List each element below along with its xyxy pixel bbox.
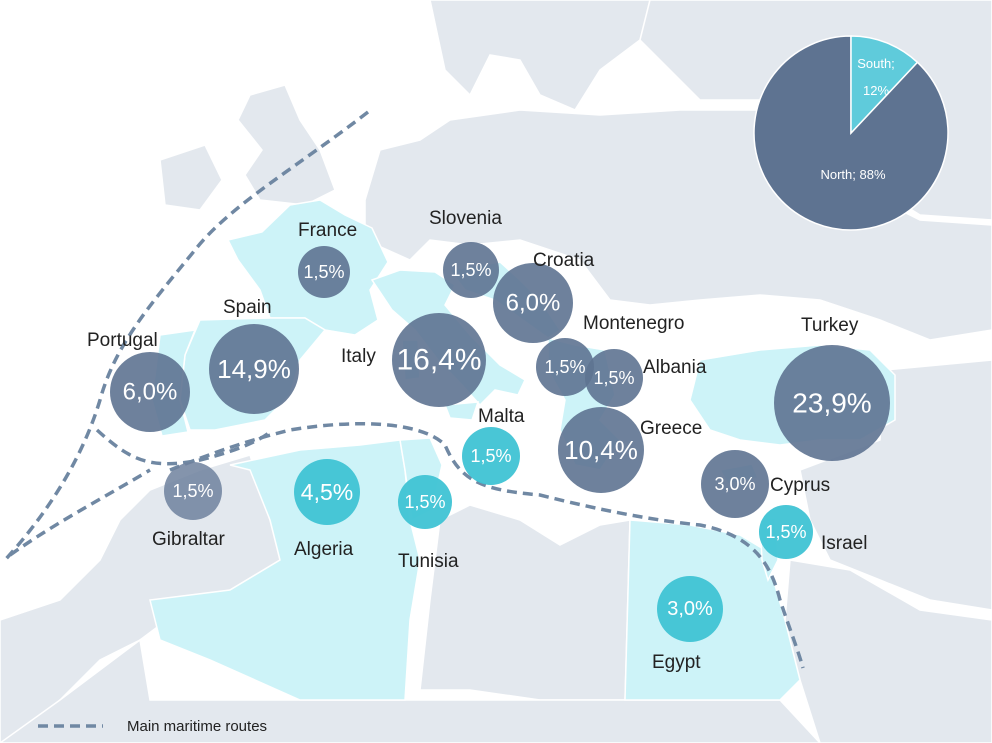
bubble-france-circle — [298, 246, 350, 298]
label-algeria: Algeria — [294, 539, 354, 560]
bubble-egypt: 3,0% — [657, 576, 723, 642]
label-italy: Italy — [341, 346, 376, 367]
label-france: France — [298, 220, 357, 241]
maritime-routes — [3, 110, 805, 669]
label-layer: France Slovenia Croatia Spain Portugal I… — [87, 208, 867, 673]
pie-label-south-line1: South; — [857, 56, 895, 71]
bubble-portugal: 6,0% — [110, 352, 190, 432]
bubble-slovenia-circle — [443, 242, 499, 298]
label-egypt: Egypt — [652, 652, 701, 673]
pie-slice-south — [850, 35, 919, 135]
bubble-cyprus-circle — [701, 450, 769, 518]
bubble-egypt-circle — [657, 576, 723, 642]
legend: Main maritime routes — [38, 718, 267, 735]
bubble-cyprus-value: 3,0% — [714, 474, 755, 494]
bubble-italy: 16,4% — [392, 313, 486, 407]
bubble-greece-value: 10,4% — [564, 435, 638, 465]
bubble-spain-value: 14,9% — [217, 354, 291, 384]
bubble-malta-value: 1,5% — [470, 446, 511, 466]
bubble-egypt-value: 3,0% — [667, 598, 713, 620]
bubble-france-value: 1,5% — [303, 262, 344, 282]
bubble-turkey: 23,9% — [774, 345, 890, 461]
route-gibraltar-west — [8, 468, 151, 557]
label-gibraltar: Gibraltar — [152, 529, 226, 550]
bubble-spain-circle — [209, 324, 299, 414]
bubble-portugal-circle — [110, 352, 190, 432]
bubble-turkey-value: 23,9% — [792, 388, 871, 419]
bubble-algeria: 4,5% — [294, 459, 360, 525]
bubble-spain: 14,9% — [209, 324, 299, 414]
bubble-turkey-circle — [774, 345, 890, 461]
bubble-algeria-circle — [294, 459, 360, 525]
bubble-albania: 1,5% — [585, 349, 643, 407]
bubble-greece: 10,4% — [558, 407, 644, 493]
bubble-tunisia-circle — [398, 475, 452, 529]
label-tunisia: Tunisia — [398, 551, 459, 572]
label-croatia: Croatia — [533, 250, 595, 271]
bubble-israel: 1,5% — [759, 505, 813, 559]
land-libya — [419, 504, 631, 701]
bubble-croatia: 6,0% — [493, 263, 573, 343]
land-sicily — [443, 401, 480, 421]
bubble-tunisia-value: 1,5% — [404, 492, 445, 512]
bubble-france: 1,5% — [298, 246, 350, 298]
route-atlantic-outer — [3, 110, 370, 562]
pie-chart: South; 12% North; 88% — [753, 35, 949, 231]
bubble-albania-circle — [585, 349, 643, 407]
bubble-israel-circle — [759, 505, 813, 559]
bubble-israel-value: 1,5% — [765, 522, 806, 542]
bubble-slovenia-value: 1,5% — [450, 260, 491, 280]
land-ireland — [159, 144, 223, 211]
label-cyprus: Cyprus — [770, 475, 830, 496]
label-israel: Israel — [821, 533, 867, 554]
bubble-albania-value: 1,5% — [593, 368, 634, 388]
pie-label-north: North; 88% — [820, 167, 885, 182]
bubble-gibraltar-value: 1,5% — [172, 481, 213, 501]
bubble-slovenia: 1,5% — [443, 242, 499, 298]
bubble-gibraltar: 1,5% — [164, 462, 222, 520]
bubble-cyprus: 3,0% — [701, 450, 769, 518]
bubble-layer: 1,5% 1,5% 6,0% 14,9% 6,0% 16,4% 1,5% 1, — [110, 242, 890, 642]
bubble-italy-value: 16,4% — [396, 344, 481, 377]
label-greece: Greece — [640, 418, 702, 439]
bubble-gibraltar-circle — [164, 462, 222, 520]
route-atlantic-inner — [95, 428, 272, 466]
pie-label-south-line2: 12% — [863, 83, 889, 98]
label-slovenia: Slovenia — [429, 208, 502, 229]
bubble-montenegro: 1,5% — [536, 338, 594, 396]
label-portugal: Portugal — [87, 330, 158, 351]
bubble-croatia-circle — [493, 263, 573, 343]
label-malta: Malta — [478, 406, 525, 427]
legend-label: Main maritime routes — [127, 718, 267, 735]
bubble-montenegro-value: 1,5% — [544, 357, 585, 377]
land-sahara — [0, 638, 822, 743]
bubble-portugal-value: 6,0% — [123, 379, 178, 406]
bubble-greece-circle — [558, 407, 644, 493]
bubble-malta: 1,5% — [462, 427, 520, 485]
label-montenegro: Montenegro — [583, 313, 684, 334]
label-spain: Spain — [223, 297, 272, 318]
label-turkey: Turkey — [801, 315, 859, 336]
bubble-italy-circle — [392, 313, 486, 407]
label-albania: Albania — [643, 357, 707, 378]
bubble-croatia-value: 6,0% — [506, 290, 561, 317]
bubble-malta-circle — [462, 427, 520, 485]
route-mediterranean — [169, 422, 805, 669]
bubble-algeria-value: 4,5% — [301, 479, 353, 505]
bubble-tunisia: 1,5% — [398, 475, 452, 529]
bubble-montenegro-circle — [536, 338, 594, 396]
